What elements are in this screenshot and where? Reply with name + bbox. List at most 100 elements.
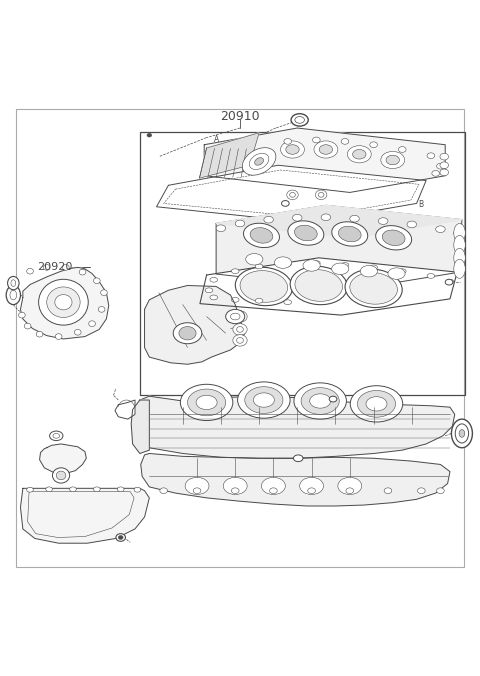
Ellipse shape bbox=[243, 223, 279, 247]
Polygon shape bbox=[200, 258, 457, 315]
Ellipse shape bbox=[381, 151, 405, 168]
Polygon shape bbox=[216, 206, 462, 238]
Ellipse shape bbox=[254, 158, 264, 165]
Ellipse shape bbox=[418, 488, 425, 493]
Ellipse shape bbox=[231, 297, 239, 302]
Ellipse shape bbox=[308, 488, 315, 493]
Ellipse shape bbox=[332, 222, 368, 246]
Ellipse shape bbox=[348, 146, 371, 163]
Ellipse shape bbox=[398, 269, 406, 274]
Ellipse shape bbox=[185, 477, 209, 495]
Ellipse shape bbox=[292, 214, 302, 221]
Ellipse shape bbox=[233, 311, 247, 322]
Ellipse shape bbox=[286, 145, 299, 154]
Ellipse shape bbox=[250, 228, 273, 243]
Ellipse shape bbox=[173, 322, 202, 343]
Ellipse shape bbox=[94, 487, 100, 491]
Ellipse shape bbox=[386, 155, 399, 165]
Ellipse shape bbox=[47, 287, 80, 318]
Ellipse shape bbox=[445, 279, 453, 285]
Bar bbox=[140, 132, 465, 395]
Ellipse shape bbox=[437, 164, 444, 169]
Ellipse shape bbox=[284, 139, 291, 144]
Ellipse shape bbox=[249, 153, 269, 170]
Ellipse shape bbox=[27, 487, 34, 492]
Ellipse shape bbox=[179, 327, 196, 340]
Ellipse shape bbox=[49, 431, 63, 441]
Ellipse shape bbox=[427, 153, 435, 159]
Polygon shape bbox=[39, 444, 86, 474]
Polygon shape bbox=[132, 396, 455, 458]
Ellipse shape bbox=[118, 535, 123, 539]
Ellipse shape bbox=[329, 396, 337, 402]
Ellipse shape bbox=[459, 430, 465, 437]
Ellipse shape bbox=[370, 265, 377, 270]
Ellipse shape bbox=[312, 261, 320, 266]
Ellipse shape bbox=[238, 382, 290, 418]
Ellipse shape bbox=[98, 306, 105, 312]
Ellipse shape bbox=[350, 216, 360, 222]
Ellipse shape bbox=[427, 274, 435, 279]
Ellipse shape bbox=[27, 268, 34, 274]
Ellipse shape bbox=[188, 389, 226, 416]
Ellipse shape bbox=[235, 220, 245, 227]
Ellipse shape bbox=[332, 263, 349, 274]
Ellipse shape bbox=[454, 230, 463, 237]
Ellipse shape bbox=[440, 169, 448, 176]
Ellipse shape bbox=[237, 314, 243, 319]
Ellipse shape bbox=[432, 170, 440, 176]
Ellipse shape bbox=[350, 386, 403, 422]
Ellipse shape bbox=[376, 226, 412, 250]
Ellipse shape bbox=[384, 488, 392, 493]
Ellipse shape bbox=[19, 312, 25, 318]
Ellipse shape bbox=[451, 419, 472, 448]
Ellipse shape bbox=[290, 266, 348, 305]
Ellipse shape bbox=[378, 218, 388, 224]
Ellipse shape bbox=[294, 383, 347, 419]
Ellipse shape bbox=[116, 533, 125, 541]
Ellipse shape bbox=[253, 393, 275, 407]
Ellipse shape bbox=[216, 225, 226, 232]
Ellipse shape bbox=[56, 471, 66, 480]
Ellipse shape bbox=[134, 487, 141, 492]
Polygon shape bbox=[21, 268, 109, 339]
Ellipse shape bbox=[275, 257, 291, 268]
Ellipse shape bbox=[62, 264, 69, 270]
Ellipse shape bbox=[312, 137, 320, 143]
Ellipse shape bbox=[407, 221, 417, 228]
Ellipse shape bbox=[74, 329, 81, 335]
Ellipse shape bbox=[226, 310, 245, 324]
Ellipse shape bbox=[454, 224, 465, 243]
Ellipse shape bbox=[341, 262, 349, 268]
Ellipse shape bbox=[341, 139, 349, 144]
Ellipse shape bbox=[231, 488, 239, 493]
Ellipse shape bbox=[262, 477, 285, 495]
Ellipse shape bbox=[38, 279, 88, 325]
Ellipse shape bbox=[160, 488, 168, 493]
Ellipse shape bbox=[11, 280, 16, 287]
Polygon shape bbox=[131, 400, 149, 454]
Ellipse shape bbox=[205, 288, 213, 293]
Ellipse shape bbox=[300, 477, 324, 495]
Ellipse shape bbox=[46, 487, 52, 491]
Ellipse shape bbox=[264, 216, 274, 223]
Ellipse shape bbox=[295, 270, 343, 301]
Ellipse shape bbox=[321, 214, 331, 220]
Polygon shape bbox=[144, 285, 245, 364]
Ellipse shape bbox=[318, 193, 324, 197]
Ellipse shape bbox=[255, 298, 263, 303]
Ellipse shape bbox=[147, 133, 152, 137]
Ellipse shape bbox=[193, 488, 201, 493]
Ellipse shape bbox=[8, 276, 19, 290]
Ellipse shape bbox=[55, 295, 72, 310]
Ellipse shape bbox=[240, 270, 288, 302]
Ellipse shape bbox=[370, 142, 377, 147]
Ellipse shape bbox=[436, 226, 445, 233]
Ellipse shape bbox=[233, 335, 247, 346]
Ellipse shape bbox=[231, 269, 239, 274]
Ellipse shape bbox=[366, 397, 387, 411]
Polygon shape bbox=[204, 128, 445, 193]
Ellipse shape bbox=[230, 313, 240, 320]
Ellipse shape bbox=[437, 488, 444, 493]
Ellipse shape bbox=[10, 290, 17, 300]
